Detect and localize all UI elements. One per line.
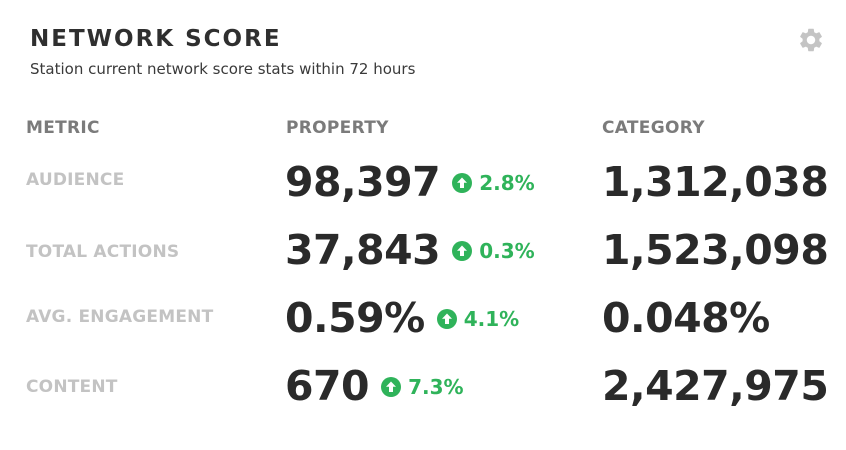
change-indicator: 2.8% — [452, 170, 535, 195]
column-header-category: CATEGORY — [602, 118, 705, 138]
property-value: 98,397 — [285, 158, 441, 206]
property-cell-audience: 98,397 2.8% — [285, 162, 535, 203]
property-value: 670 — [285, 362, 370, 410]
gear-icon[interactable] — [797, 26, 825, 54]
arrow-up-circle-icon — [452, 172, 473, 193]
change-indicator: 7.3% — [381, 374, 464, 399]
category-value-content: 2,427,975 — [602, 362, 829, 410]
column-header-property: PROPERTY — [286, 118, 389, 138]
column-header-metric: METRIC — [26, 118, 100, 138]
change-value: 2.8% — [479, 170, 535, 195]
arrow-up-circle-icon — [452, 240, 473, 261]
property-value: 0.59% — [285, 294, 425, 342]
card-title: NETWORK SCORE — [30, 26, 282, 52]
card-subtitle: Station current network score stats with… — [30, 60, 416, 78]
arrow-up-circle-icon — [381, 376, 402, 397]
metric-label-avg-engagement: AVG. ENGAGEMENT — [26, 307, 214, 327]
category-value-avg-engagement: 0.048% — [602, 294, 770, 342]
change-indicator: 0.3% — [452, 238, 535, 263]
change-value: 0.3% — [479, 238, 535, 263]
metric-label-content: CONTENT — [26, 377, 118, 397]
property-cell-content: 670 7.3% — [285, 366, 464, 407]
change-value: 7.3% — [408, 374, 464, 399]
metric-label-audience: AUDIENCE — [26, 170, 125, 190]
change-indicator: 4.1% — [436, 306, 520, 331]
category-value-total-actions: 1,523,098 — [602, 226, 829, 274]
metric-label-total-actions: TOTAL ACTIONS — [26, 242, 180, 262]
change-value: 4.1% — [463, 306, 520, 331]
property-cell-total-actions: 37,843 0.3% — [285, 230, 535, 271]
arrow-up-circle-icon — [436, 308, 457, 329]
category-value-audience: 1,312,038 — [602, 158, 829, 206]
property-value: 37,843 — [285, 226, 441, 274]
property-cell-avg-engagement: 0.59% 4.1% — [285, 298, 519, 339]
